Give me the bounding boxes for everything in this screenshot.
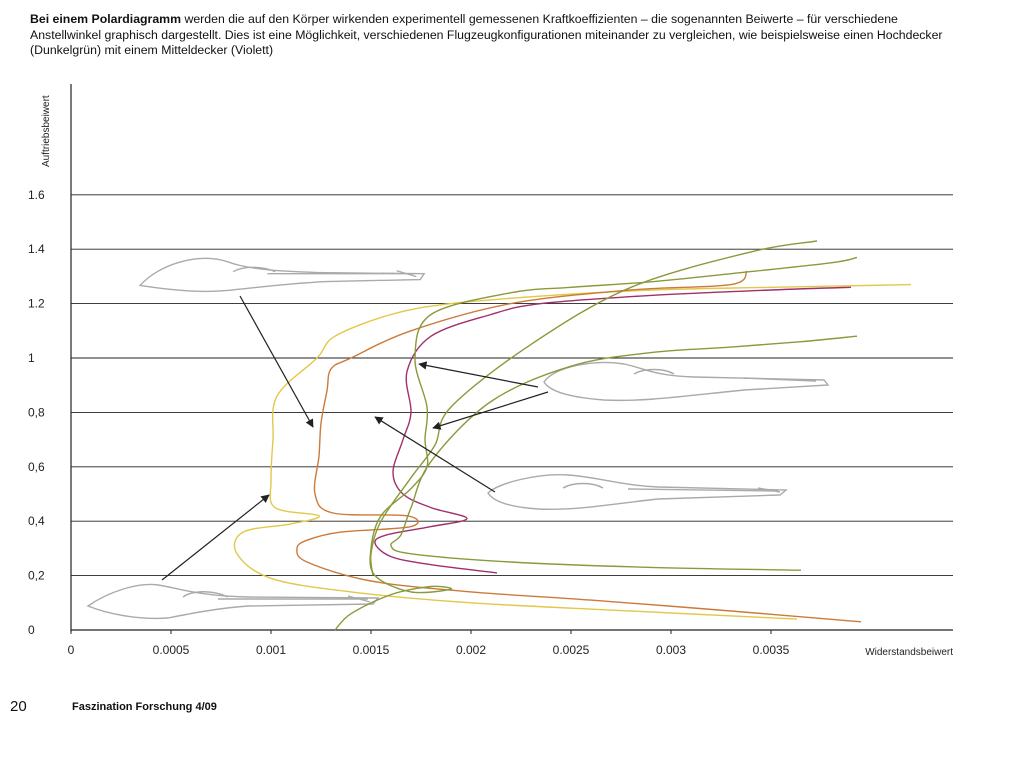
x-tick-label: 0.0005 <box>153 643 190 657</box>
y-tick-label: 0 <box>28 623 35 637</box>
y-tick-label: 0,4 <box>28 514 45 528</box>
axes <box>70 84 953 632</box>
x-tick-label: 0.001 <box>256 643 286 657</box>
x-tick-label: 0 <box>68 643 75 657</box>
plane-top-left-icon <box>138 257 426 293</box>
aircraft-icons <box>86 257 830 620</box>
y-tick-label: 1.4 <box>28 242 45 256</box>
series-line-green <box>334 256 858 631</box>
page-number: 20 <box>10 698 27 715</box>
series-line-purple <box>374 286 852 574</box>
x-tick-label: 0.002 <box>456 643 486 657</box>
publication-title: Faszination Forschung 4/09 <box>72 701 217 713</box>
intro-paragraph: Bei einem Polardiagramm werden die auf d… <box>30 12 970 59</box>
arrow-3 <box>418 361 539 388</box>
y-tick-label: 0,6 <box>28 460 45 474</box>
x-axis-label: Widerstandsbeiwert <box>865 647 953 658</box>
intro-bold: Bei einem Polardiagramm <box>30 12 182 26</box>
x-tick-label: 0.0015 <box>353 643 390 657</box>
y-tick-label: 1.6 <box>28 188 45 202</box>
data-series <box>233 240 912 631</box>
y-tick-label: 0,8 <box>28 405 45 419</box>
series-line-yellow <box>233 283 912 620</box>
annotation-arrows <box>161 295 549 581</box>
y-tick-labels: 0 0,2 0,4 0,6 0,8 1 1.2 1.4 1.6 <box>28 188 45 637</box>
arrow-5 <box>374 416 496 493</box>
y-tick-label: 1.2 <box>28 297 45 311</box>
series-line-orange <box>296 270 862 623</box>
x-tick-label: 0.003 <box>656 643 686 657</box>
y-axis-label: Auftriebsbeiwert <box>41 95 52 167</box>
intro-text: werden die auf den Körper wirkenden expe… <box>30 12 943 57</box>
arrow-4 <box>432 391 549 430</box>
plane-bottom-left-icon <box>86 583 380 620</box>
arrow-2 <box>161 494 270 581</box>
y-tick-label: 1 <box>28 351 35 365</box>
x-tick-label: 0.0025 <box>553 643 590 657</box>
arrow-1 <box>239 295 314 428</box>
series-line-green <box>370 240 818 576</box>
x-tick-labels: 0 0.0005 0.001 0.0015 0.002 0.0025 0.003 0.0035 <box>68 630 790 657</box>
plane-right-mid-icon <box>543 361 830 402</box>
plane-right-lower-icon <box>487 474 788 510</box>
series-line-green <box>390 335 858 571</box>
x-tick-label: 0.0035 <box>753 643 790 657</box>
y-tick-label: 0,2 <box>28 569 45 583</box>
